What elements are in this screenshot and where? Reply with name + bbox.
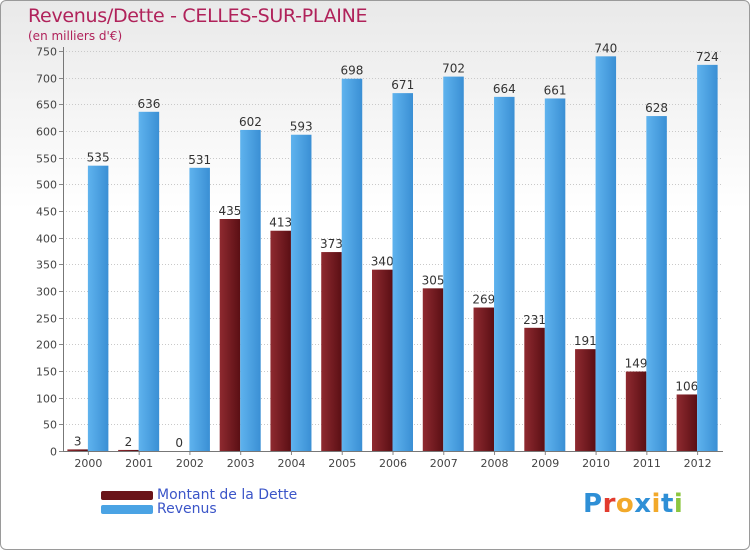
x-tick-label: 2012 xyxy=(684,457,712,470)
y-tick-label: 700 xyxy=(36,73,57,86)
logo-letter: P xyxy=(583,489,603,519)
y-tick-label: 600 xyxy=(36,126,57,139)
x-tick-label: 2009 xyxy=(531,457,559,470)
bar-dette xyxy=(270,230,291,451)
y-tick-label: 350 xyxy=(36,259,57,272)
legend-item-revenus: Revenus xyxy=(101,501,217,517)
data-label: 740 xyxy=(594,41,617,55)
data-label: 340 xyxy=(371,255,394,269)
bar-revenus xyxy=(646,116,667,452)
bar-revenus xyxy=(392,93,413,451)
data-label: 702 xyxy=(442,62,465,76)
chart-subtitle: (en milliers d'€) xyxy=(28,29,123,43)
data-label: 628 xyxy=(645,101,668,115)
data-label: 269 xyxy=(472,293,495,307)
bar-revenus xyxy=(290,134,312,451)
x-tick-label: 2001 xyxy=(125,457,153,470)
data-label: 698 xyxy=(341,64,364,78)
data-label: 106 xyxy=(675,379,698,393)
y-tick-label: 50 xyxy=(43,419,57,432)
bar-dette xyxy=(219,219,241,451)
bar-revenus xyxy=(595,56,617,451)
x-tick-label: 2007 xyxy=(430,457,458,470)
bar-dette xyxy=(118,449,139,451)
legend-label-revenus: Revenus xyxy=(157,501,217,517)
data-label: 191 xyxy=(574,334,597,348)
bar-revenus xyxy=(240,129,261,451)
legend-swatch-dette xyxy=(101,490,153,500)
chart-title: Revenus/Dette - CELLES-SUR-PLAINE xyxy=(28,5,368,27)
data-label: 593 xyxy=(290,120,313,134)
data-label: 636 xyxy=(137,97,160,111)
x-tick-label: 2002 xyxy=(176,457,204,470)
data-label: 413 xyxy=(269,216,292,230)
bar-dette xyxy=(575,349,596,451)
bar-revenus xyxy=(87,165,109,451)
x-tick-label: 2000 xyxy=(74,457,102,470)
bar-dette xyxy=(473,307,495,451)
bar-dette xyxy=(676,394,698,451)
data-label: 231 xyxy=(523,313,546,327)
y-tick-label: 250 xyxy=(36,313,57,326)
data-label: 149 xyxy=(625,357,648,371)
logo-letter: r xyxy=(602,489,616,519)
logo-letter: i xyxy=(651,489,661,519)
y-tick-label: 400 xyxy=(36,233,57,246)
x-tick-label: 2008 xyxy=(481,457,509,470)
data-label: 671 xyxy=(391,78,414,92)
bar-dette xyxy=(372,269,393,451)
legend-label-dette: Montant de la Dette xyxy=(157,487,298,503)
bar-revenus xyxy=(544,98,566,451)
y-tick-label: 150 xyxy=(36,366,57,379)
logo-letter: i xyxy=(673,489,684,519)
legend-swatch-revenus xyxy=(101,504,153,514)
logo-letter: o xyxy=(615,489,635,519)
y-tick-label: 650 xyxy=(36,99,57,112)
y-tick-label: 200 xyxy=(36,339,57,352)
data-label: 2 xyxy=(125,435,133,449)
bar-dette xyxy=(321,252,342,451)
y-tick-label: 0 xyxy=(50,446,57,459)
bar-revenus xyxy=(189,167,210,452)
y-tick-label: 300 xyxy=(36,286,57,299)
logo-letter: t xyxy=(660,489,674,519)
y-tick-label: 100 xyxy=(36,393,57,406)
bar-revenus xyxy=(341,78,363,451)
data-label: 531 xyxy=(188,153,211,167)
y-tick-label: 500 xyxy=(36,179,57,192)
proxiti-logo: Proxiti xyxy=(583,489,683,519)
x-tick-label: 2003 xyxy=(227,457,255,470)
bar-dette xyxy=(625,371,647,451)
data-label: 305 xyxy=(422,273,445,287)
bar-dette xyxy=(524,327,545,451)
y-tick-label: 550 xyxy=(36,153,57,166)
y-tick-label: 750 xyxy=(36,46,57,59)
data-label: 602 xyxy=(239,115,262,129)
data-label: 435 xyxy=(218,204,241,218)
bar-dette xyxy=(67,449,88,451)
y-tick-label: 450 xyxy=(36,206,57,219)
x-tick-label: 2010 xyxy=(582,457,610,470)
x-tick-label: 2005 xyxy=(328,457,356,470)
data-label: 0 xyxy=(175,436,183,450)
data-label: 724 xyxy=(696,50,719,64)
data-label: 661 xyxy=(544,83,567,97)
bar-revenus xyxy=(138,111,160,452)
bar-dette xyxy=(422,288,444,451)
bar-revenus xyxy=(697,64,718,451)
data-label: 373 xyxy=(320,237,343,251)
bar-revenus xyxy=(443,76,464,451)
x-tick-label: 2006 xyxy=(379,457,407,470)
bar-revenus xyxy=(494,96,515,451)
legend-item-dette: Montant de la Dette xyxy=(101,487,297,503)
data-label: 3 xyxy=(74,434,82,448)
x-tick-label: 2011 xyxy=(633,457,661,470)
data-label: 664 xyxy=(493,82,516,96)
logo-letter: x xyxy=(634,489,652,519)
x-tick-label: 2004 xyxy=(277,457,305,470)
data-label: 535 xyxy=(87,151,110,165)
